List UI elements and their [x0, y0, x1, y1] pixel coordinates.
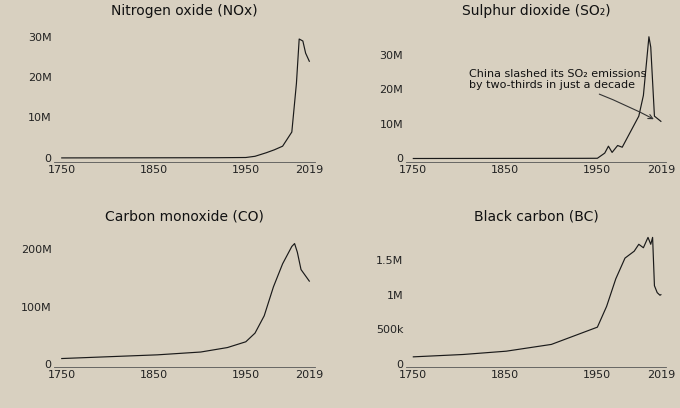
Text: China slashed its SO₂ emissions
by two-thirds in just a decade: China slashed its SO₂ emissions by two-t… [469, 69, 653, 119]
Title: Nitrogen oxide (NOx): Nitrogen oxide (NOx) [112, 4, 258, 18]
Title: Black carbon (BC): Black carbon (BC) [474, 209, 598, 223]
Title: Sulphur dioxide (SO₂): Sulphur dioxide (SO₂) [462, 4, 611, 18]
Title: Carbon monoxide (CO): Carbon monoxide (CO) [105, 209, 264, 223]
